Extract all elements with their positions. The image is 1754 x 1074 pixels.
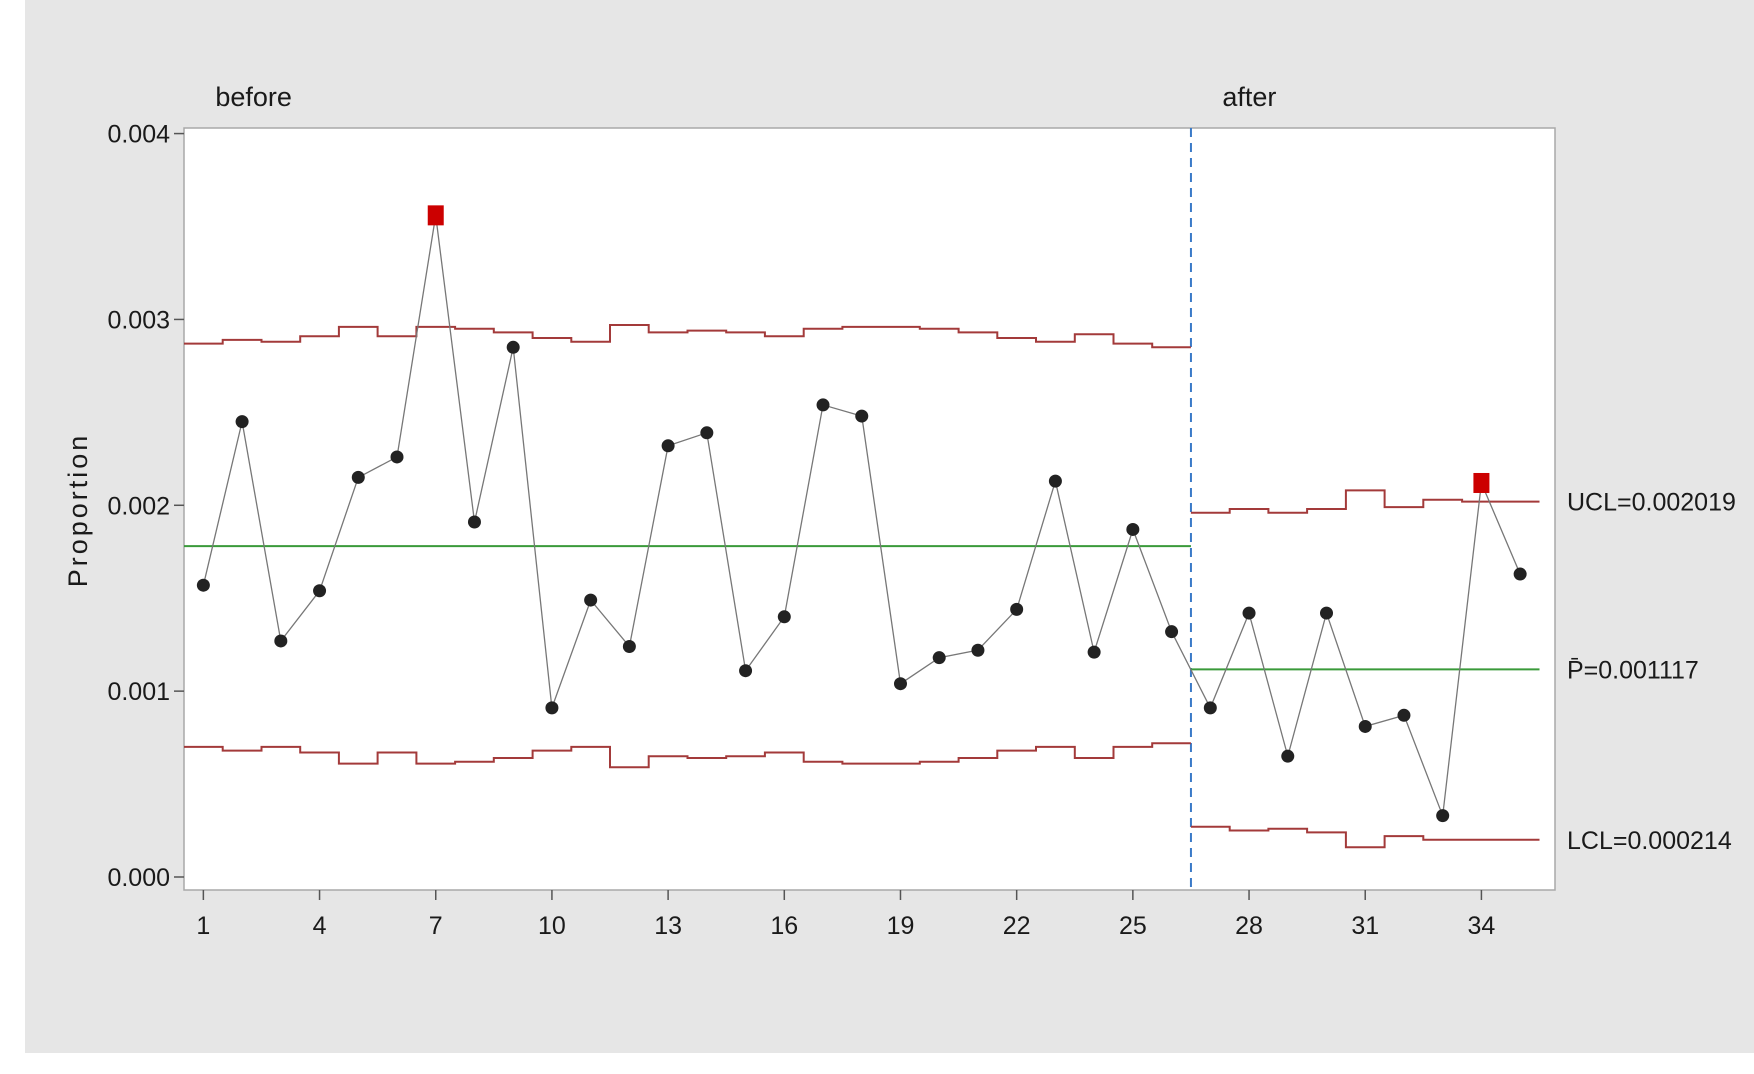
stage-label-before: before xyxy=(215,82,292,112)
x-tick-label: 10 xyxy=(538,912,566,940)
x-tick-label: 1 xyxy=(196,912,210,940)
x-tick-label: 22 xyxy=(1003,912,1031,940)
data-point-4 xyxy=(313,584,327,598)
x-tick-label: 16 xyxy=(770,912,798,940)
data-point-18 xyxy=(855,409,869,423)
y-tick-label: 0.004 xyxy=(107,121,170,149)
data-point-9 xyxy=(506,340,520,354)
ucl-value-label: UCL=0.002019 xyxy=(1567,489,1736,517)
data-point-32 xyxy=(1397,708,1411,722)
data-point-19 xyxy=(893,677,907,691)
data-point-13 xyxy=(661,439,675,453)
y-axis-label: Proportion xyxy=(63,433,93,588)
x-tick-label: 7 xyxy=(429,912,443,940)
data-point-16 xyxy=(777,610,791,624)
data-point-17 xyxy=(816,398,830,412)
y-tick-label: 0.003 xyxy=(107,306,170,334)
data-point-23 xyxy=(1048,474,1062,488)
data-point-29 xyxy=(1281,749,1295,763)
stage-label-after: after xyxy=(1222,82,1276,112)
data-point-20 xyxy=(932,651,946,665)
data-point-21 xyxy=(971,643,985,657)
data-point-1 xyxy=(196,578,210,592)
x-tick-label: 28 xyxy=(1235,912,1263,940)
x-tick-label: 4 xyxy=(313,912,327,940)
data-point-25 xyxy=(1126,522,1140,536)
data-point-33 xyxy=(1436,809,1450,823)
data-point-8 xyxy=(467,515,481,529)
center-value-label: P̄=0.001117 xyxy=(1567,656,1699,684)
data-point-5 xyxy=(351,470,365,484)
plot-area xyxy=(183,127,1556,891)
lcl-line-after xyxy=(1190,825,1540,849)
data-point-27 xyxy=(1203,701,1217,715)
x-tick-label: 34 xyxy=(1468,912,1496,940)
y-tick-label: 0.000 xyxy=(107,864,170,892)
data-point-15 xyxy=(739,664,753,678)
lcl-value-label: LCL=0.000214 xyxy=(1567,827,1732,855)
out-of-control-point-34 xyxy=(1473,472,1490,493)
x-tick-label: 13 xyxy=(654,912,682,940)
data-point-12 xyxy=(622,640,636,654)
x-tick-label: 25 xyxy=(1119,912,1147,940)
y-tick-label: 0.002 xyxy=(107,492,170,520)
x-tick-label: 31 xyxy=(1351,912,1379,940)
data-point-11 xyxy=(584,593,598,607)
data-point-3 xyxy=(274,634,288,648)
data-point-31 xyxy=(1358,719,1372,733)
out-of-control-point-7 xyxy=(427,205,444,226)
x-tick-label: 19 xyxy=(887,912,915,940)
data-point-6 xyxy=(390,450,404,464)
data-point-26 xyxy=(1165,625,1179,639)
lcl-line-before xyxy=(184,742,1191,769)
y-tick-label: 0.001 xyxy=(107,678,170,706)
data-point-28 xyxy=(1242,606,1256,620)
data-point-2 xyxy=(235,415,249,429)
data-point-22 xyxy=(1010,602,1024,616)
data-point-30 xyxy=(1320,606,1333,620)
data-point-35 xyxy=(1513,567,1527,581)
ucl-line-before xyxy=(184,324,1191,349)
data-point-24 xyxy=(1087,645,1101,659)
data-point-10 xyxy=(545,701,559,715)
data-point-14 xyxy=(700,426,714,440)
ucl-line-after xyxy=(1190,489,1540,514)
